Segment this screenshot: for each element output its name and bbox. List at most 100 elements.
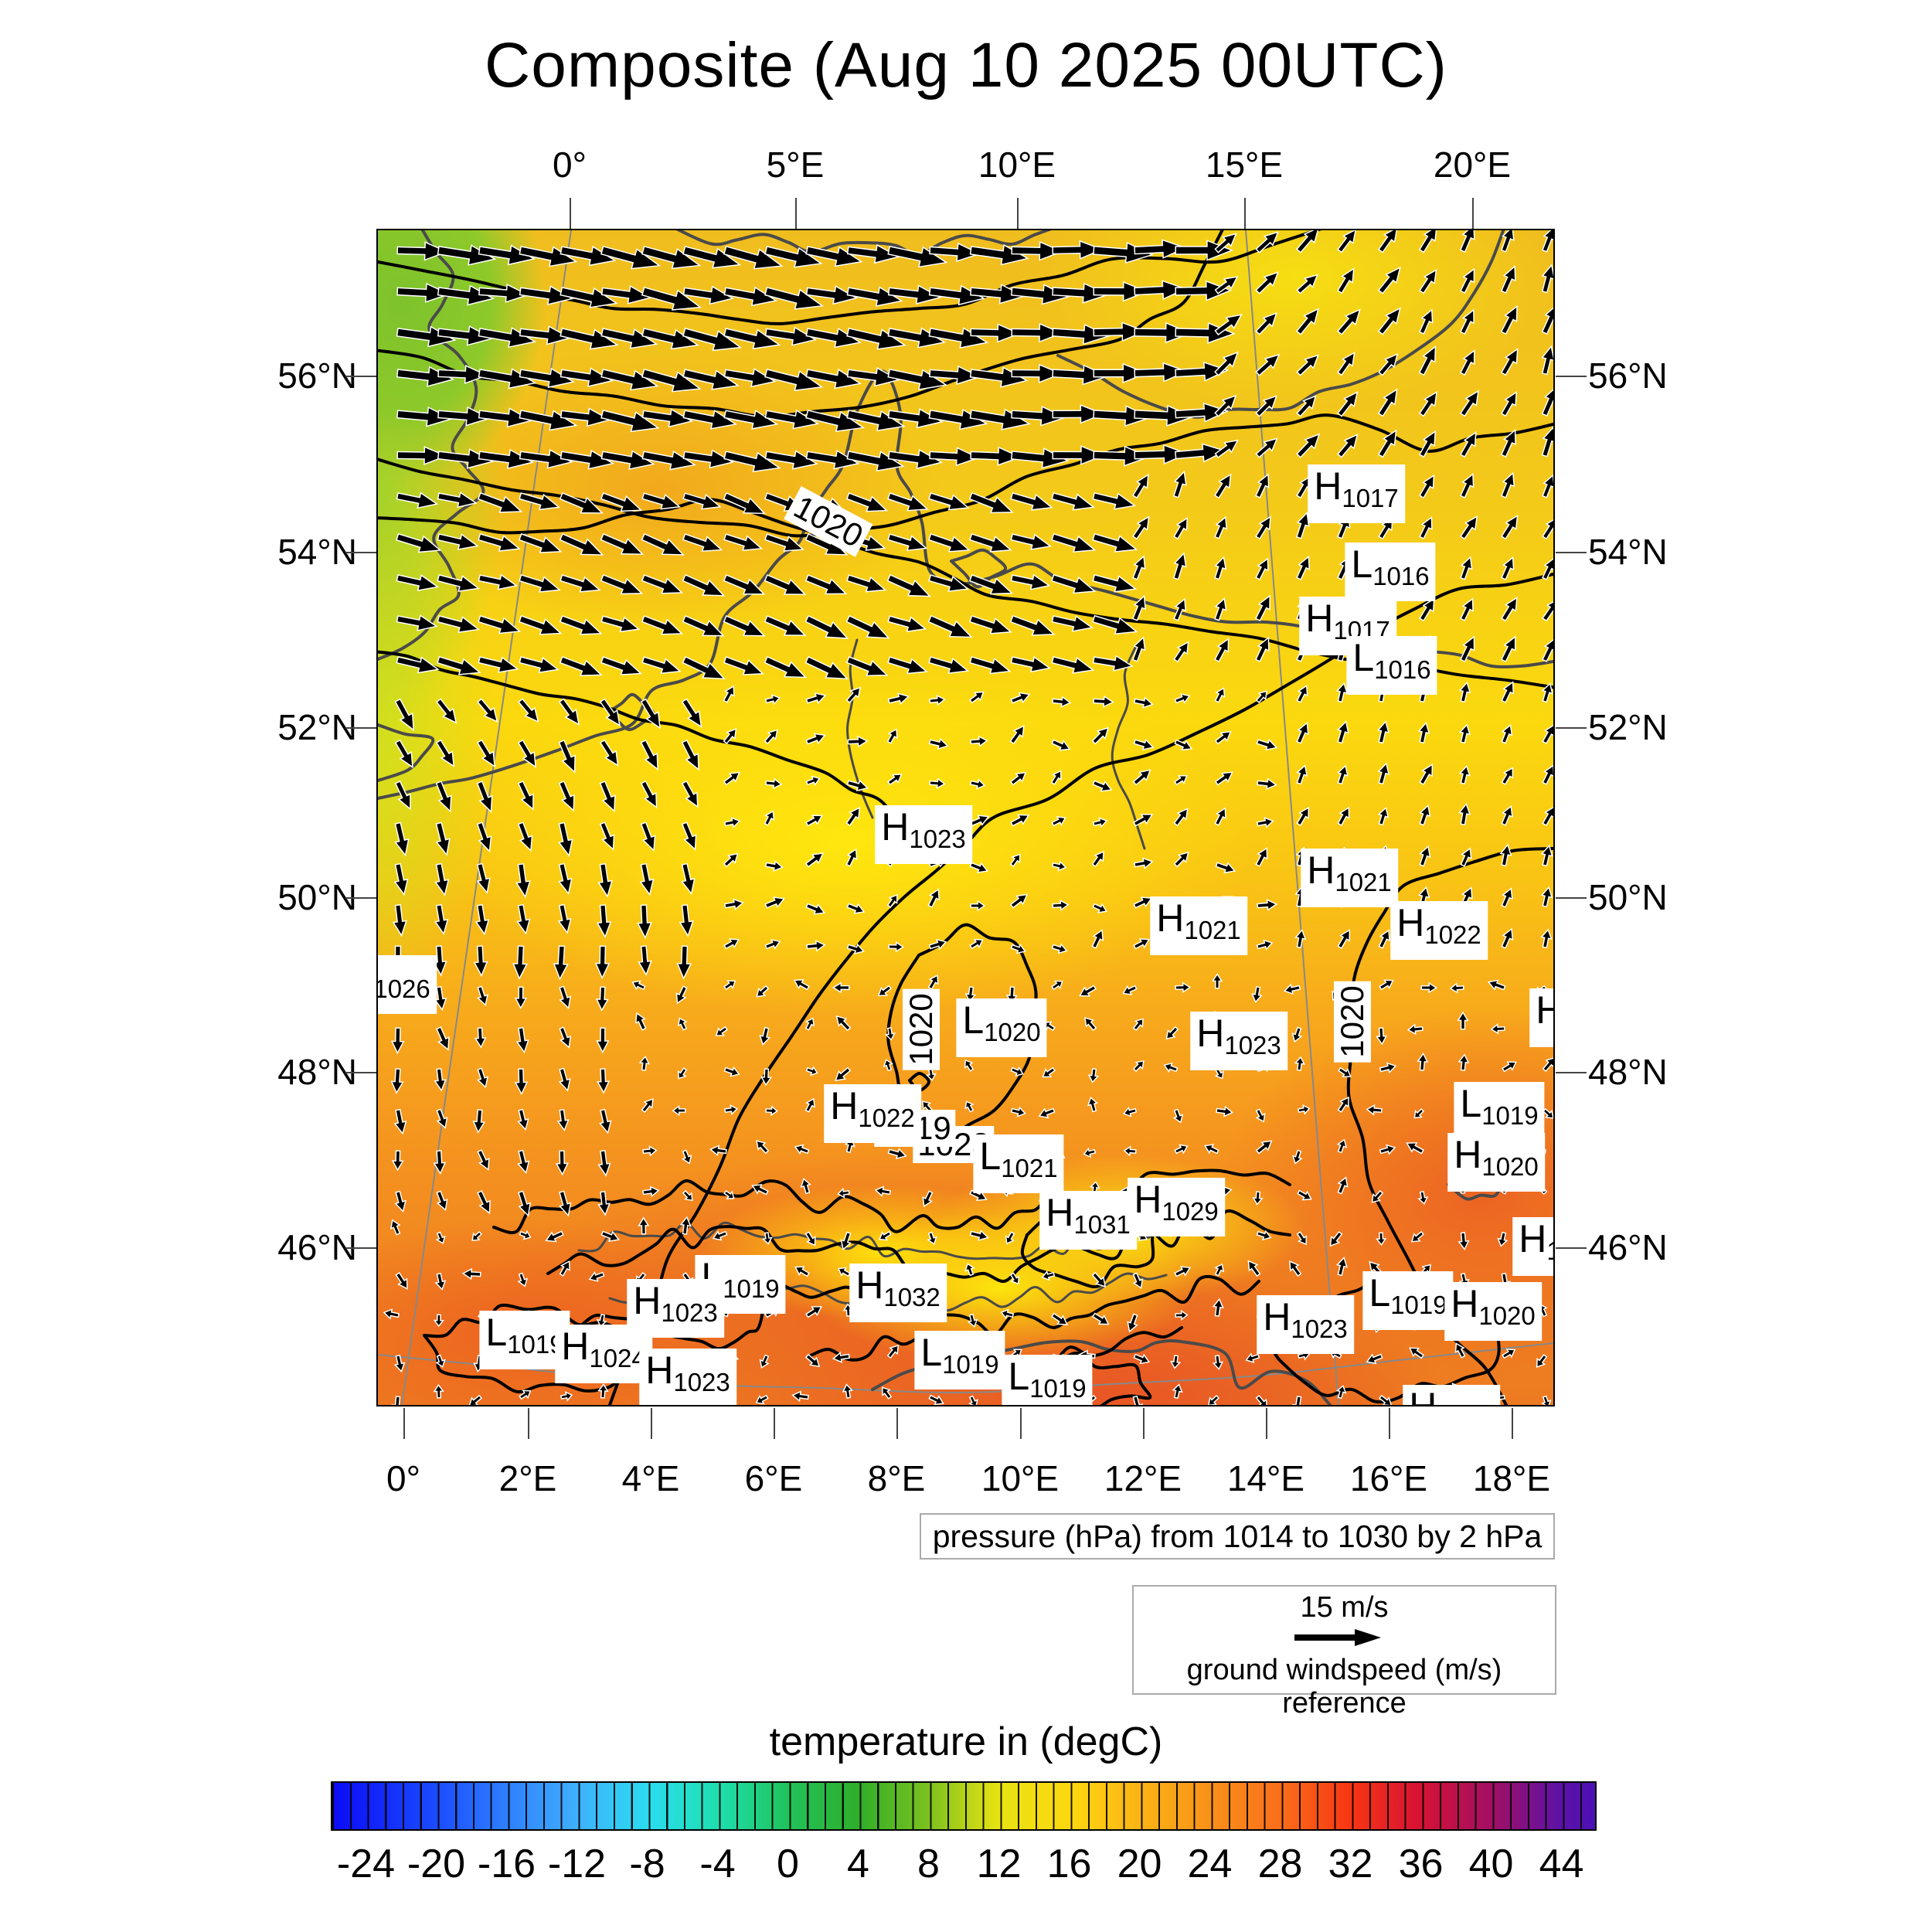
colorbar-tick-label: -24 <box>336 1842 396 1886</box>
low-pressure-label: L1016 <box>1346 636 1437 695</box>
lon-tick-label-bottom: 14°E <box>1226 1458 1305 1498</box>
axis-tick <box>345 897 376 899</box>
colorbar-tick-label: -4 <box>699 1842 736 1886</box>
axis-tick <box>1143 1408 1145 1439</box>
wind-reference-caption: ground windspeed (m/s) reference <box>1186 1654 1502 1719</box>
axis-tick <box>1556 1072 1587 1073</box>
colorbar-tick-label: -20 <box>406 1842 466 1886</box>
high-pressure-label: H1020 <box>1529 988 1553 1047</box>
axis-tick <box>345 727 376 729</box>
lat-tick-label-right: 48°N <box>1588 1052 1668 1092</box>
lon-tick-label-bottom: 0° <box>386 1458 420 1498</box>
lon-tick-label-bottom: 10°E <box>981 1458 1060 1498</box>
lon-tick-label-bottom: 18°E <box>1472 1458 1551 1498</box>
axis-tick <box>1556 1247 1587 1249</box>
high-pressure-label: H1023 <box>1403 1385 1500 1405</box>
high-pressure-label: H1024 <box>555 1325 652 1383</box>
wind-reference-box: 15 m/s ground windspeed (m/s) reference <box>1132 1585 1556 1719</box>
colorbar-tick-label: 20 <box>1117 1842 1162 1886</box>
lon-tick-label-top: 5°E <box>766 145 825 185</box>
axis-tick <box>1389 1408 1390 1439</box>
low-pressure-label: L1019 <box>479 1311 570 1369</box>
low-pressure-label: L1019 <box>914 1331 1005 1389</box>
colorbar-tick-label: 8 <box>917 1842 940 1886</box>
high-pressure-label: H1021 <box>1301 849 1398 907</box>
high-pressure-label: H1022 <box>1390 901 1488 960</box>
axis-tick <box>1556 727 1587 729</box>
lat-tick-label-left: 50°N <box>277 877 357 917</box>
axis-tick <box>1017 198 1019 229</box>
lat-tick-label-right: 50°N <box>1588 877 1668 917</box>
low-pressure-label: L1016 <box>1345 543 1436 601</box>
lat-tick-label-left: 56°N <box>277 355 357 396</box>
colorbar-tick-label: 24 <box>1187 1842 1233 1886</box>
colorbar-tick-label: 28 <box>1257 1842 1303 1886</box>
high-pressure-label: H1023 <box>875 805 972 864</box>
low-pressure-label: L1021 <box>973 1134 1064 1193</box>
lon-tick-label-bottom: 6°E <box>744 1458 803 1498</box>
axis-tick <box>774 1408 775 1439</box>
axis-tick <box>403 1408 405 1439</box>
lon-tick-label-bottom: 16°E <box>1349 1458 1428 1498</box>
colorbar-tick-label: 0 <box>777 1842 799 1886</box>
colorbar-tick-label: -16 <box>477 1842 536 1886</box>
high-pressure-label: H1031 <box>1039 1191 1137 1250</box>
axis-tick <box>1512 1408 1513 1439</box>
colorbar-tick-label: -12 <box>547 1842 607 1886</box>
lat-tick-label-right: 46°N <box>1588 1227 1668 1267</box>
lon-tick-label-bottom: 4°E <box>621 1458 680 1498</box>
colorbar-tick-label: 32 <box>1328 1842 1373 1886</box>
lon-tick-label-top: 10°E <box>978 145 1056 185</box>
lat-tick-label-right: 56°N <box>1588 355 1668 396</box>
colorbar-tick-label: 4 <box>847 1842 869 1886</box>
low-pressure-label: L1019 <box>1002 1355 1093 1405</box>
colorbar-tick-label: 12 <box>976 1842 1022 1886</box>
lon-tick-label-bottom: 2°E <box>498 1458 557 1498</box>
high-pressure-label: H1026 <box>378 955 437 1014</box>
axis-tick <box>651 1408 652 1439</box>
high-pressure-label: H1023 <box>1190 1012 1287 1070</box>
pressure-contour-note: pressure (hPa) from 1014 to 1030 by 2 hP… <box>920 1513 1555 1560</box>
high-pressure-label: H1020 <box>1447 1133 1545 1192</box>
temperature-colorbar <box>331 1781 1597 1831</box>
isobar-value-label: 1020 <box>903 988 940 1070</box>
isobar-value-label: 1020 <box>1334 981 1371 1063</box>
high-pressure-label: H1019 <box>1512 1217 1553 1276</box>
colorbar-tick-label: 36 <box>1398 1842 1444 1886</box>
axis-tick <box>1556 552 1587 553</box>
axis-tick <box>345 552 376 553</box>
low-pressure-label: L1019 <box>1454 1082 1545 1141</box>
lat-tick-label-left: 48°N <box>277 1052 357 1092</box>
axis-tick <box>1556 376 1587 377</box>
lon-tick-label-top: 20°E <box>1433 145 1512 185</box>
low-pressure-label: L1020 <box>956 998 1047 1057</box>
colorbar-tick-label: 40 <box>1468 1842 1514 1886</box>
lat-tick-label-left: 54°N <box>277 532 357 572</box>
high-pressure-label: H1020 <box>1444 1282 1542 1341</box>
lat-tick-label-left: 52°N <box>277 707 357 747</box>
axis-tick <box>1244 198 1246 229</box>
axis-tick <box>1556 897 1587 899</box>
wind-vectors-layer <box>383 230 1553 1405</box>
map-panel: 1020 H1017 L1016 H1017 L1016 H1023 H1021 H1021 H… <box>376 229 1555 1406</box>
axis-tick <box>345 1072 376 1073</box>
high-pressure-label: H1023 <box>1257 1295 1354 1354</box>
wind-reference-arrow-icon <box>1294 1629 1381 1646</box>
chart-title: Composite (Aug 10 2025 00UTC) <box>485 30 1447 100</box>
colorbar-tick-label: 44 <box>1539 1842 1584 1886</box>
lon-tick-label-bottom: 8°E <box>867 1458 926 1498</box>
wind-reference-speed: 15 m/s <box>1300 1591 1389 1624</box>
axis-tick <box>570 198 571 229</box>
axis-tick <box>1020 1408 1022 1439</box>
axis-tick <box>345 1247 376 1249</box>
high-pressure-label: H1017 <box>1308 464 1405 523</box>
high-pressure-label: H1023 <box>639 1349 736 1405</box>
lat-tick-label-right: 52°N <box>1588 707 1668 747</box>
axis-tick <box>345 376 376 377</box>
axis-tick <box>1266 1408 1267 1439</box>
lon-tick-label-bottom: 12°E <box>1104 1458 1182 1498</box>
axis-tick <box>896 1408 898 1439</box>
high-pressure-label: H1022 <box>824 1084 921 1143</box>
colorbar-tick-label: -8 <box>629 1842 665 1886</box>
